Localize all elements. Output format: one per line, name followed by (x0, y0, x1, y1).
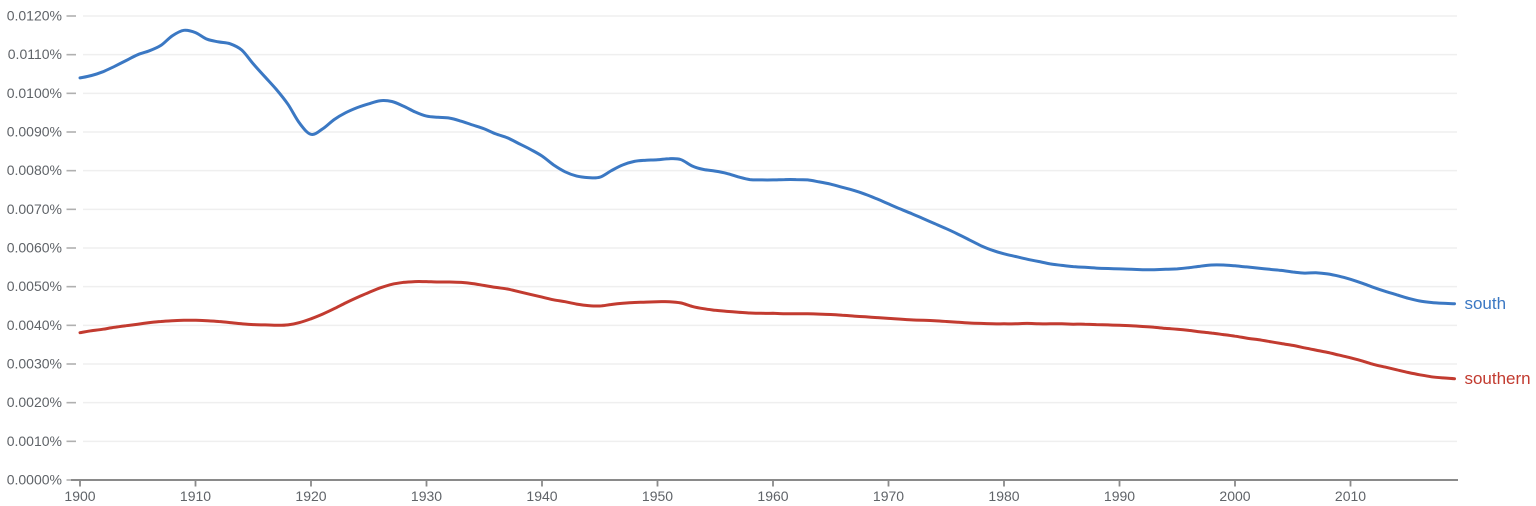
y-axis-label: 0.0030% (7, 356, 62, 372)
y-axis-label: 0.0010% (7, 433, 62, 449)
series-label-southern: southern (1464, 368, 1531, 388)
y-axis-label: 0.0020% (7, 394, 62, 410)
x-axis-label: 1900 (64, 488, 95, 504)
y-axis-label: 0.0100% (7, 85, 62, 101)
y-axis-label: 0.0120% (7, 8, 62, 24)
x-axis-label: 1970 (873, 488, 904, 504)
x-axis-label: 1920 (295, 488, 326, 504)
y-axis-label: 0.0000% (7, 472, 62, 488)
y-axis-label: 0.0050% (7, 278, 62, 294)
y-axis-label: 0.0040% (7, 317, 62, 333)
x-axis-label: 1910 (180, 488, 211, 504)
y-axis-label: 0.0070% (7, 201, 62, 217)
y-axis-label: 0.0060% (7, 240, 62, 256)
y-axis-label: 0.0090% (7, 124, 62, 140)
y-axis-label: 0.0110% (8, 46, 62, 62)
series-line-south[interactable] (78, 28, 1456, 306)
x-axis-label: 1930 (411, 488, 442, 504)
x-axis-label: 2000 (1219, 488, 1250, 504)
x-axis-label: 1980 (988, 488, 1019, 504)
x-axis-label: 1990 (1104, 488, 1135, 504)
x-axis-label: 2010 (1335, 488, 1366, 504)
series-line-southern[interactable] (78, 280, 1456, 381)
series-label-south: south (1464, 293, 1507, 313)
x-axis-label: 1950 (642, 488, 673, 504)
y-axis-label: 0.0080% (7, 162, 62, 178)
x-axis-label: 1960 (757, 488, 788, 504)
x-axis-label: 1940 (526, 488, 557, 504)
